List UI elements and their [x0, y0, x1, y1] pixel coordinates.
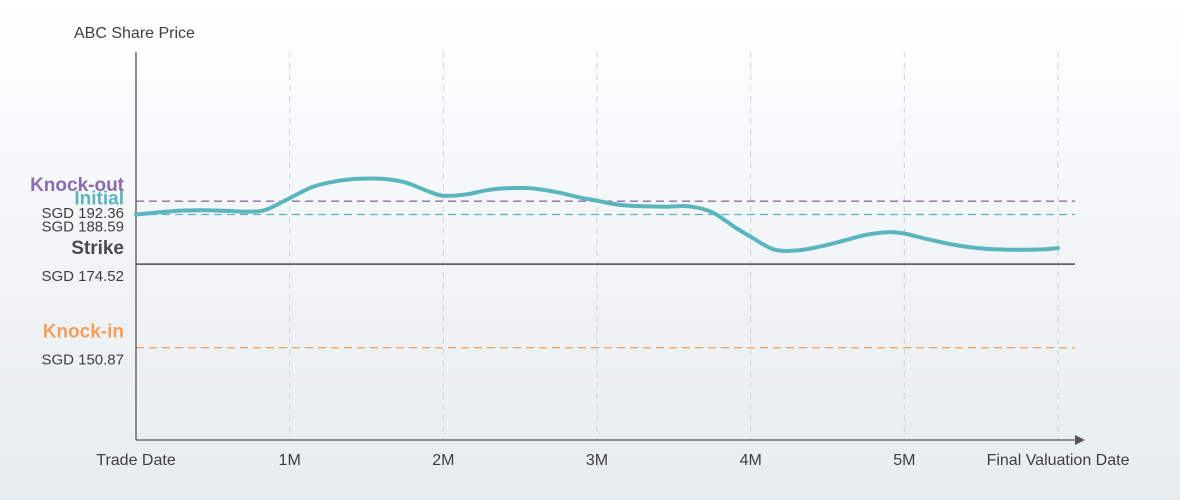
- initial-value: SGD 188.59: [41, 219, 124, 236]
- vertical-gridlines: [289, 52, 1059, 440]
- barrier-levels: [136, 200, 1075, 349]
- x-tick-label: 1M: [279, 452, 301, 469]
- strike-value: SGD 174.52: [41, 268, 124, 285]
- price-series: [134, 176, 1060, 253]
- x-tick-label: 2M: [432, 452, 454, 469]
- x-tick-label: 3M: [586, 452, 608, 469]
- knock-out-label: Knock-out: [30, 175, 125, 196]
- price-line-0: [134, 176, 1060, 253]
- x-tick-label: 5M: [893, 452, 915, 469]
- axes: [135, 52, 1085, 445]
- x-tick-label: Final Valuation Date: [987, 452, 1130, 469]
- x-tick-label: Trade Date: [96, 452, 176, 469]
- x-tick-label: 4M: [740, 452, 762, 469]
- knock-out-value: SGD 192.36: [41, 205, 124, 222]
- knock-in-value: SGD 150.87: [41, 352, 124, 369]
- knock-in-label: Knock-in: [43, 322, 124, 343]
- y-axis-title: ABC Share Price: [74, 25, 195, 42]
- x-axis-arrow: [1075, 435, 1085, 445]
- initial-label: Initial: [74, 189, 124, 210]
- strike-label: Strike: [71, 238, 124, 259]
- x-tick-labels: Trade Date 1M 2M 3M 4M 5M Final Valuation Date: [96, 452, 1129, 469]
